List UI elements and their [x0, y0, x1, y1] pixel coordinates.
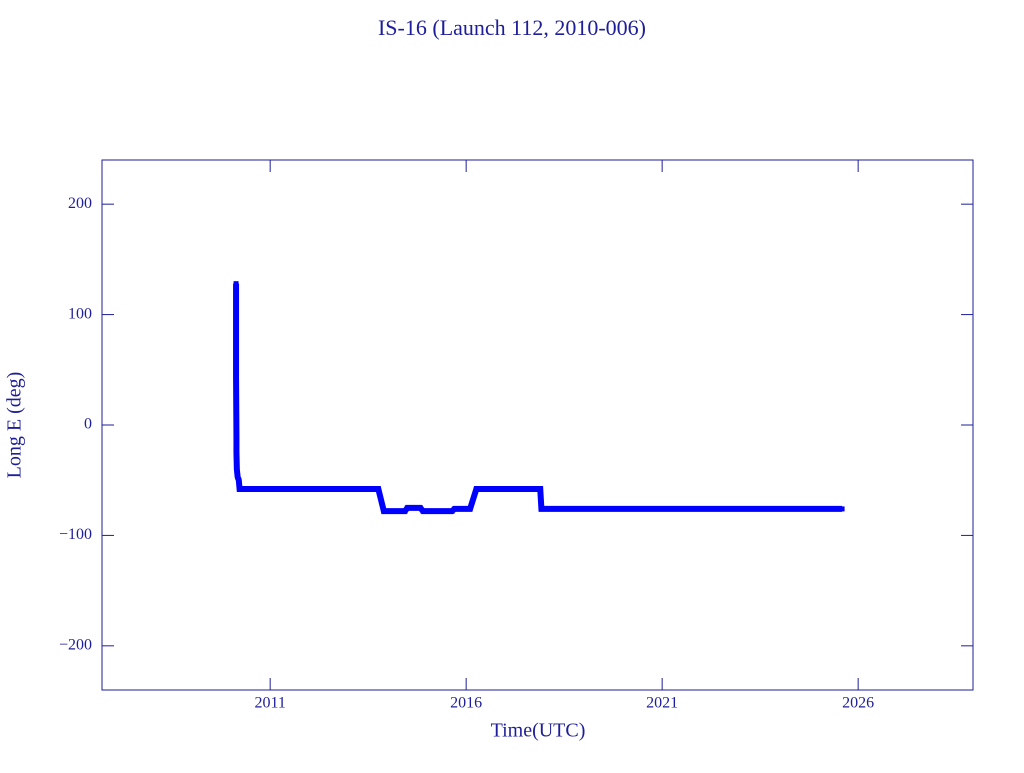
- y-axis-label: Long E (deg): [4, 372, 26, 479]
- y-tick-label: −100: [59, 526, 92, 543]
- data-point: [537, 486, 543, 492]
- x-tick-label: 2016: [450, 695, 482, 712]
- data-point: [417, 505, 423, 511]
- y-tick-label: 0: [84, 416, 92, 433]
- data-point: [233, 434, 239, 440]
- data-point: [404, 505, 410, 511]
- data-point: [375, 486, 381, 492]
- plot-frame: [101, 159, 974, 691]
- y-tick-label: 200: [68, 195, 92, 212]
- x-axis-label: Time(UTC): [491, 720, 586, 742]
- data-line: [233, 283, 843, 515]
- data-point: [451, 506, 457, 512]
- x-tick-label: 2021: [646, 695, 678, 712]
- data-point: [237, 486, 243, 492]
- data-point: [233, 375, 239, 381]
- x-tick-label: 2011: [254, 695, 285, 712]
- y-tick-label: −200: [59, 637, 92, 654]
- data-point: [381, 508, 387, 514]
- data-point: [233, 281, 239, 287]
- data-point: [402, 508, 408, 514]
- data-point: [233, 316, 239, 322]
- data-point: [473, 486, 479, 492]
- data-point: [236, 477, 242, 483]
- data-point: [233, 450, 239, 456]
- data-point: [538, 506, 544, 512]
- data-point: [234, 466, 240, 472]
- data-point: [235, 474, 241, 480]
- data-point: [839, 506, 845, 512]
- data-point: [420, 508, 426, 514]
- x-tick-label: 2026: [842, 695, 874, 712]
- chart-title: IS-16 (Launch 112, 2010-006): [378, 15, 646, 40]
- y-tick-label: 100: [68, 305, 92, 322]
- data-point: [467, 506, 473, 512]
